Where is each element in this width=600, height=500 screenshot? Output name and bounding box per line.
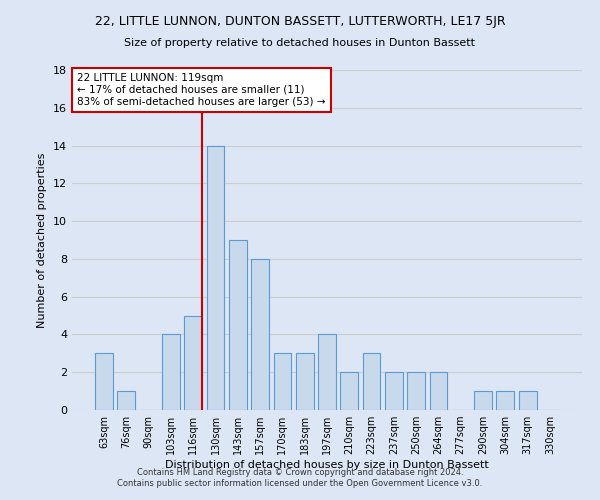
Bar <box>251 259 269 410</box>
Text: 22, LITTLE LUNNON, DUNTON BASSETT, LUTTERWORTH, LE17 5JR: 22, LITTLE LUNNON, DUNTON BASSETT, LUTTE… <box>95 15 505 28</box>
Text: Size of property relative to detached houses in Dunton Bassett: Size of property relative to detached ho… <box>125 38 476 48</box>
Text: 22 LITTLE LUNNON: 119sqm
← 17% of detached houses are smaller (11)
83% of semi-d: 22 LITTLE LUNNON: 119sqm ← 17% of detach… <box>77 74 326 106</box>
Bar <box>407 372 425 410</box>
X-axis label: Distribution of detached houses by size in Dunton Bassett: Distribution of detached houses by size … <box>165 460 489 470</box>
Bar <box>362 354 380 410</box>
Bar <box>518 391 536 410</box>
Bar <box>296 354 314 410</box>
Bar <box>474 391 492 410</box>
Bar <box>229 240 247 410</box>
Bar <box>496 391 514 410</box>
Bar <box>430 372 448 410</box>
Bar <box>318 334 336 410</box>
Text: Contains HM Land Registry data © Crown copyright and database right 2024.
Contai: Contains HM Land Registry data © Crown c… <box>118 468 482 487</box>
Bar <box>274 354 292 410</box>
Bar <box>184 316 202 410</box>
Bar <box>206 146 224 410</box>
Bar <box>95 354 113 410</box>
Bar <box>162 334 180 410</box>
Bar <box>118 391 136 410</box>
Y-axis label: Number of detached properties: Number of detached properties <box>37 152 47 328</box>
Bar <box>340 372 358 410</box>
Bar <box>385 372 403 410</box>
